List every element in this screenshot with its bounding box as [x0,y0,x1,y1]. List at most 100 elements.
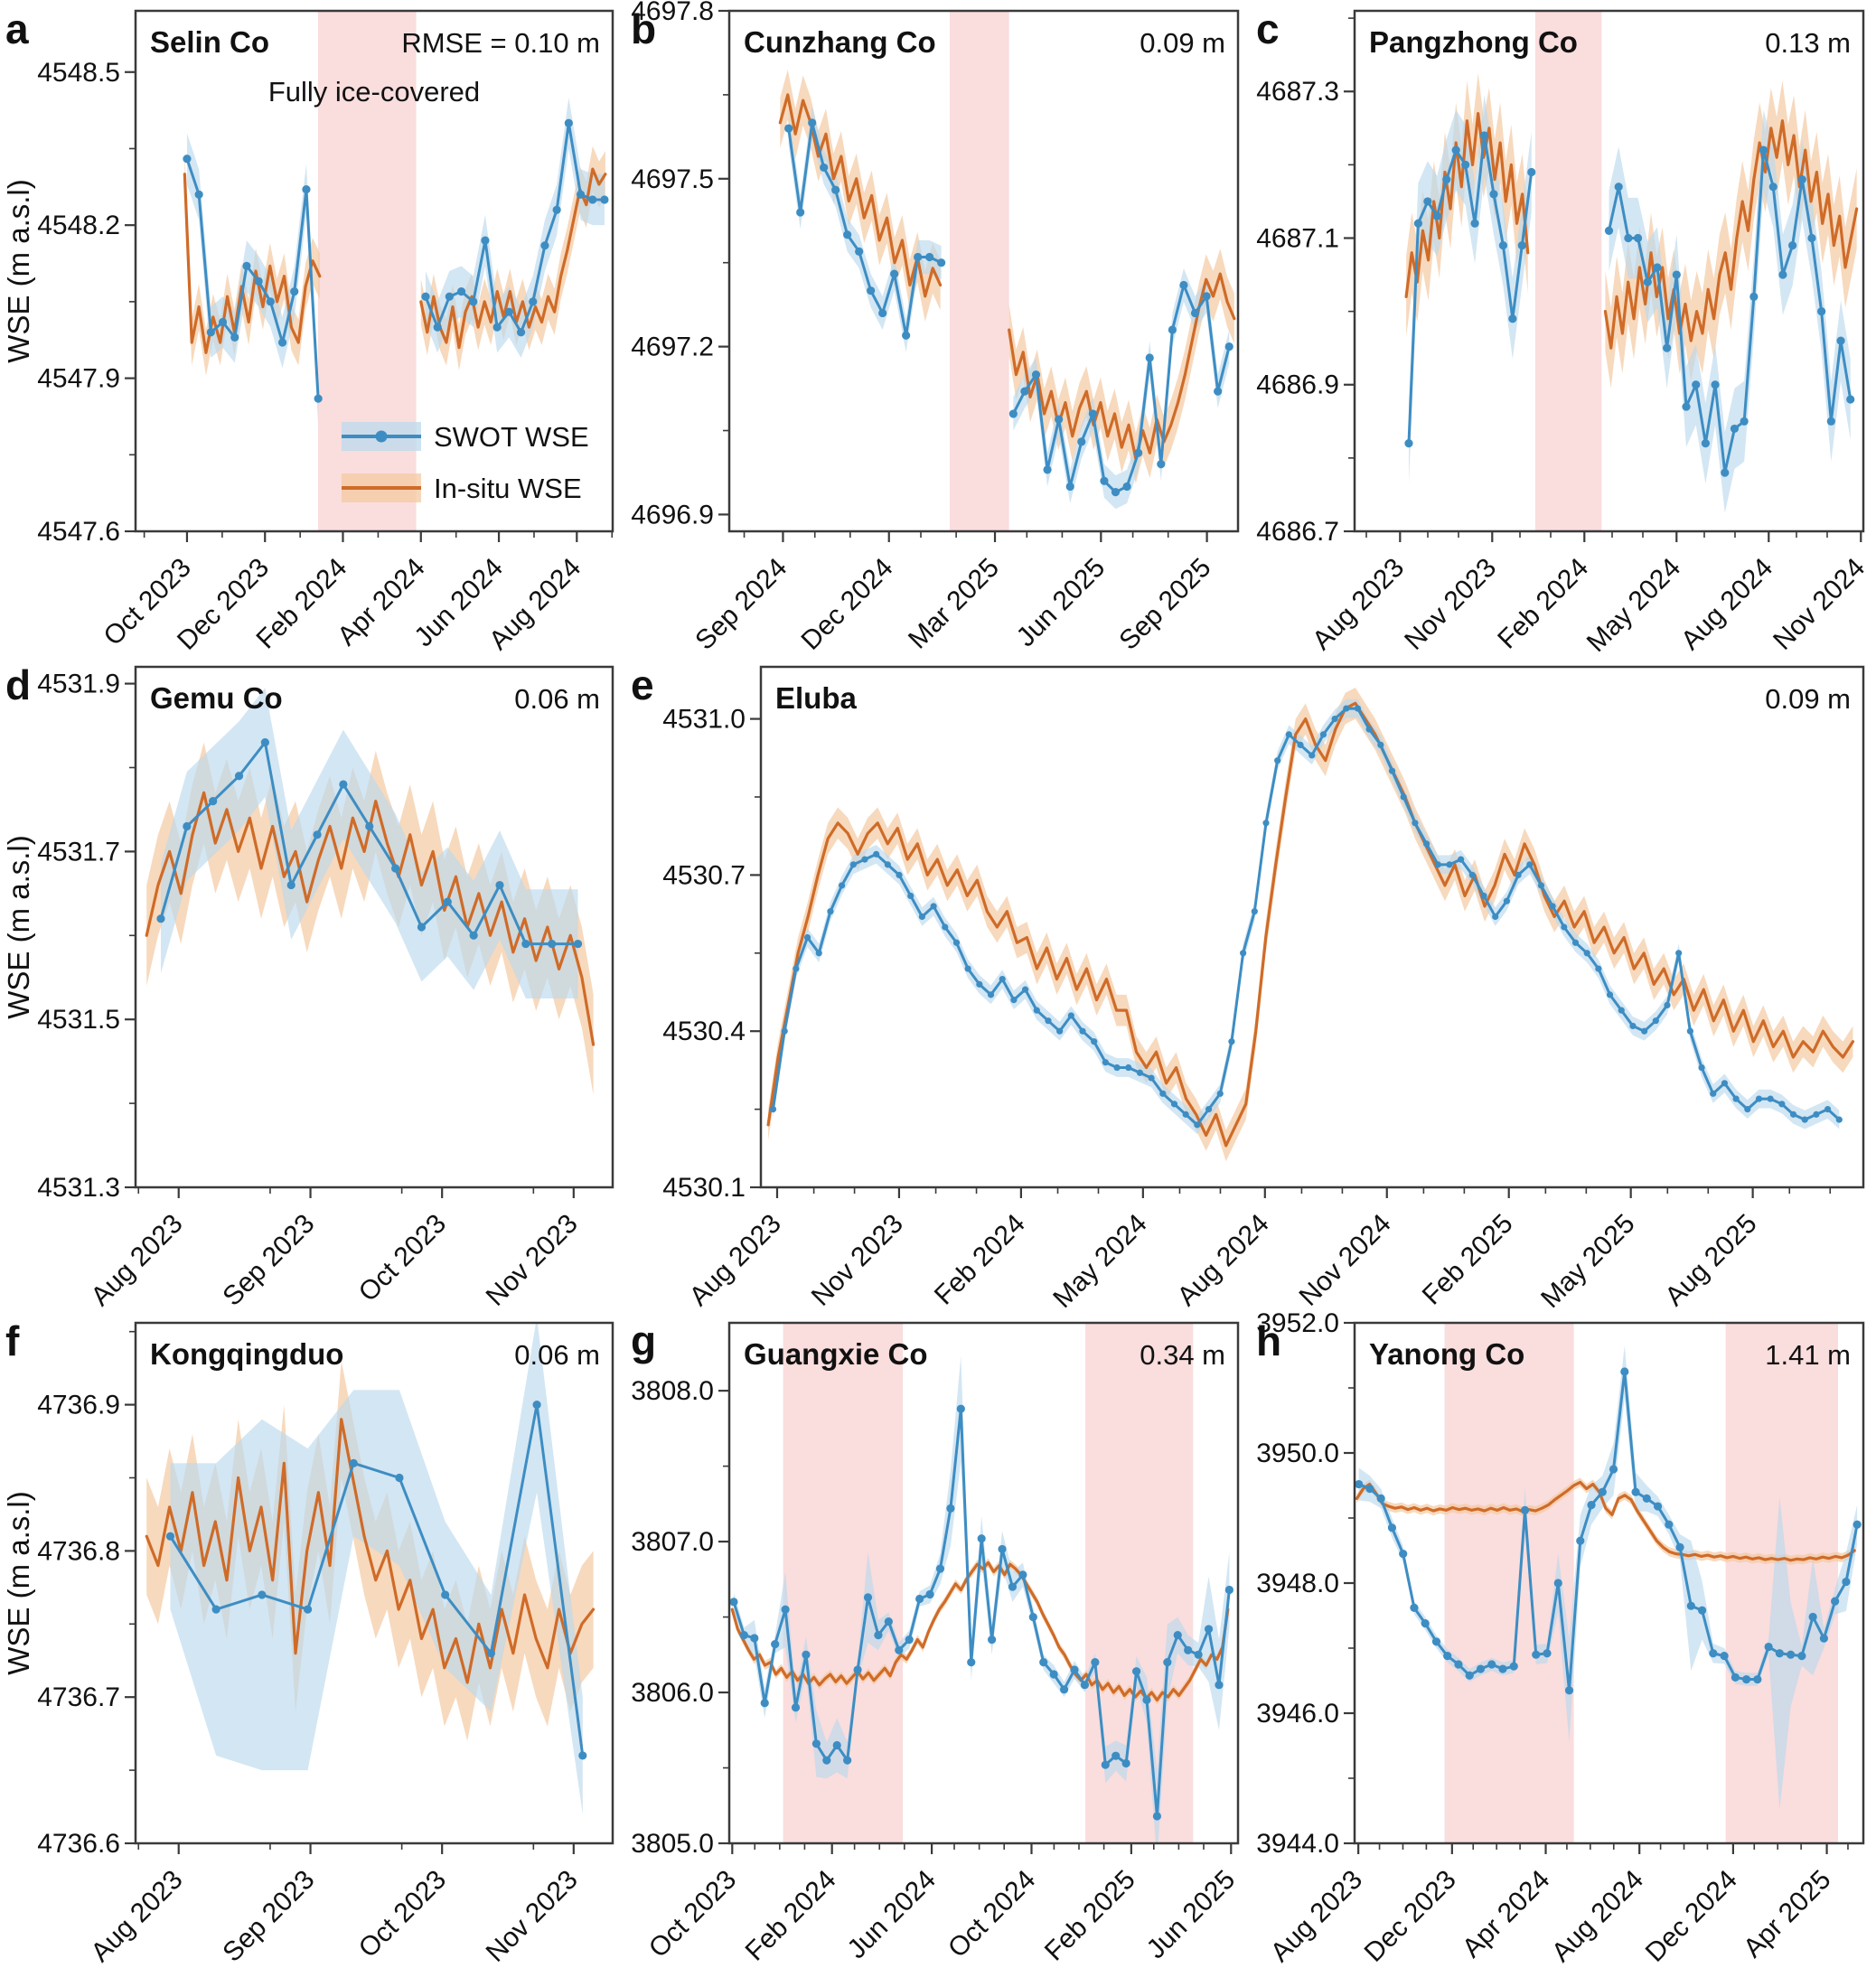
swot-uncertainty-band [170,1323,583,1814]
panel-d-chart: Aug 2023 Sep 2023 Oct 2023 Nov 2023 4531.3 45… [2,661,614,1312]
panel-letter: h [1256,1317,1281,1364]
x-tick-label: Dec 2023 [1359,1865,1462,1968]
panel-letter: f [5,1317,20,1364]
swot-markers [156,738,583,949]
plot-area [778,70,1236,510]
swot-markers [729,1404,1233,1821]
y-tick-label: 4697.2 [631,333,714,362]
insitu-uncertainty-band [1356,1477,1855,1565]
x-tick-label: Dec 2024 [1640,1865,1743,1968]
panel-b: Sep 2024 Dec 2024 Mar 2025 Jun 2025 Sep 2025… [625,0,1251,656]
plot-area [766,688,1855,1162]
x-tick-label: Sep 2023 [217,1209,320,1312]
insitu-line [1404,111,1530,298]
swot-uncertainty-band [1408,95,1532,484]
ice-covered-annotation: Fully ice-covered [268,76,480,108]
insitu-uncertainty-band [1008,248,1234,484]
insitu-uncertainty-band [146,742,594,1095]
chart-title: Cunzhang Co [744,25,936,59]
legend: SWOT WSE In-situ WSE [342,421,589,504]
axes-ticks [125,1330,575,1854]
rmse-label: 0.13 m [1765,27,1851,59]
x-tick-label: Apr 2025 [1738,1865,1836,1963]
x-tick-label: Aug 2023 [684,1209,787,1312]
x-tick-label: Oct 2024 [943,1865,1041,1963]
rmse-label: 0.06 m [514,683,600,715]
axes-ticks [718,9,1208,542]
y-tick-label: 3950.0 [1256,1439,1339,1468]
panel-letter: c [1256,5,1280,52]
x-tick-label: Nov 2023 [1399,553,1502,656]
chart-frame [134,665,614,1189]
legend-swot: SWOT WSE [342,421,589,453]
panel-e-chart: Aug 2023 Nov 2023 Feb 2024 May 2024 Aug 2024… [631,661,1865,1312]
y-tick-label: 4530.7 [662,860,746,890]
y-tick-label: 4531.9 [37,670,120,699]
insitu-line [1355,1480,1856,1562]
y-tick-label: 4697.8 [631,0,714,26]
panel-g: Oct 2023 Feb 2024 Jun 2024 Oct 2024 Feb 2025… [625,1312,1251,1968]
x-tick-label: Feb 2025 [1417,1209,1519,1311]
x-tick-label: Feb 2024 [929,1209,1031,1311]
y-tick-label: 4530.1 [662,1173,746,1203]
x-tick-label: Nov 2024 [1768,553,1871,656]
rmse-label: 0.06 m [514,1339,600,1371]
x-tick-label: Nov 2024 [1294,1209,1397,1312]
y-tick-label: 4736.9 [37,1391,120,1420]
x-tick-label: Aug 2023 [1307,553,1410,656]
panel-f-chart: Aug 2023 Sep 2023 Oct 2023 Nov 2023 4736.6 47… [2,1317,614,1968]
plot-area [145,688,596,1095]
x-tick-label: Sep 2025 [1113,553,1216,656]
panel-letter: a [5,5,29,52]
x-tick-label: Dec 2024 [796,553,899,656]
chart-title: Gemu Co [150,681,283,715]
y-tick-label: 4531.7 [37,837,120,867]
panel-letter: e [631,661,654,708]
rmse-label: 1.41 m [1765,1339,1851,1371]
x-tick-label: Jun 2024 [841,1865,942,1965]
x-tick-label: Aug 2023 [86,1209,189,1312]
rmse-label: 0.09 m [1140,27,1225,59]
y-axis-label: WSE (m a.s.l) [2,179,35,363]
swot-uncertainty-band [186,133,319,425]
swot-markers [183,118,609,403]
swot-line [185,157,320,400]
swot-line [1011,283,1231,494]
swot-line [771,707,1841,1127]
svg-text:In-situ WSE: In-situ WSE [434,473,582,504]
y-tick-label: 4686.9 [1256,370,1339,400]
insitu-uncertainty-band [1406,72,1528,338]
y-axis-label: WSE (m a.s.l) [2,835,35,1019]
y-tick-label: 4736.7 [37,1682,120,1712]
panel-d: Aug 2023 Sep 2023 Oct 2023 Nov 2023 4531.3 45… [0,656,625,1312]
x-tick-label: Feb 2025 [1039,1865,1141,1967]
axes-ticks [1344,17,1862,542]
axes-ticks [750,717,1832,1198]
y-tick-label: 4687.1 [1256,223,1339,253]
panel-letter: d [5,661,31,708]
y-tick-label: 3944.0 [1256,1829,1339,1859]
y-tick-label: 4531.0 [662,705,746,735]
row-3: Aug 2023 Sep 2023 Oct 2023 Nov 2023 4736.6 47… [0,1312,1876,1968]
ice-covered-band [1444,1323,1574,1843]
axes-labels: Aug 2023 Sep 2023 Oct 2023 Nov 2023 4531.3 45… [37,670,584,1312]
swot-markers [769,705,1843,1129]
row-1: Oct 2023 Dec 2023 Feb 2024 Apr 2024 Jun 2024… [0,0,1876,656]
x-tick-label: Aug 2024 [1675,553,1778,656]
y-tick-label: 3948.0 [1256,1569,1339,1598]
y-tick-label: 4530.4 [662,1017,746,1046]
ice-covered-band [949,11,1009,531]
chart-frame [727,1321,1240,1845]
axes-labels: Sep 2024 Dec 2024 Mar 2025 Jun 2025 Sep 2025… [631,0,1216,656]
swot-uncertainty-band [425,98,605,358]
swot-markers [1355,1367,1862,1695]
y-tick-label: 3952.0 [1256,1312,1339,1338]
chart-frame [1353,9,1865,533]
y-tick-label: 4697.5 [631,164,714,194]
y-tick-label: 4547.9 [37,364,120,394]
rmse-label: 0.09 m [1765,683,1851,715]
